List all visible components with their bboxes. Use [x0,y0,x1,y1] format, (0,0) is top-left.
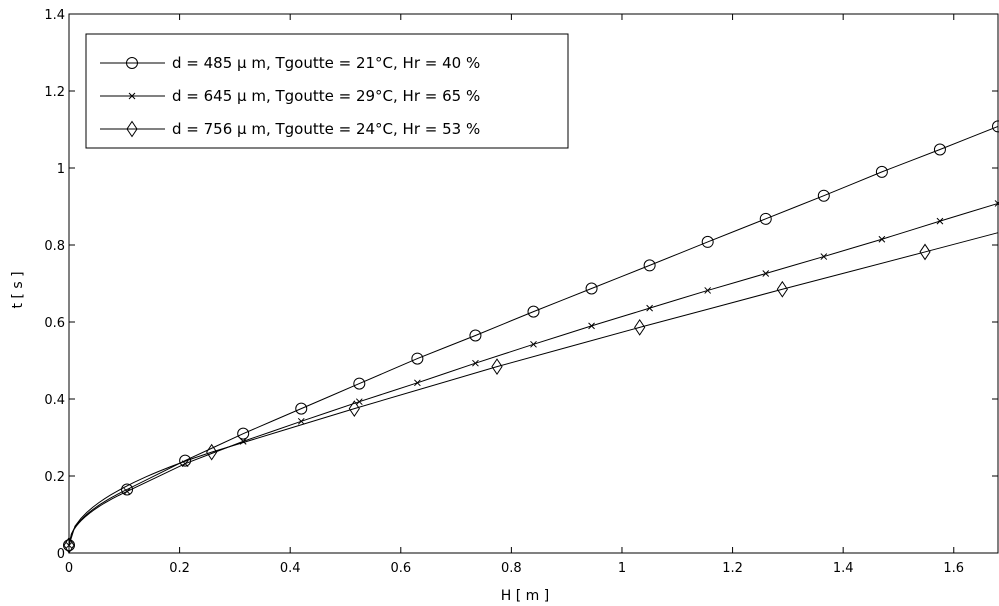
data-point-circle [643,259,656,272]
series-lines [68,125,999,546]
data-point-x [355,398,363,406]
data-point-x [65,541,73,549]
data-point-x [820,253,828,260]
data-point-circle [933,143,946,156]
legend-marker [128,92,136,100]
x-tick-label: 1.2 [722,561,743,576]
data-point-circle [992,120,999,133]
data-point-circle [875,165,888,178]
y-tick-label: 0.8 [44,239,65,254]
legend-label-2: d = 645 μ m, Tgoutte = 29°C, Hr = 65 % [172,87,480,105]
data-point-circle [469,329,482,342]
data-point-circle [411,352,424,365]
data-point-circle [701,235,714,248]
data-point-x [530,340,537,348]
data-point-diamond [63,536,75,554]
data-point-x [646,304,653,312]
legend-entry-3: d = 756 μ m, Tgoutte = 24°C, Hr = 53 % [100,120,480,138]
data-point-circle [527,305,540,318]
x-tick-label: 0.8 [501,561,522,576]
data-point-circle [179,454,192,467]
data-point-circle [817,189,830,202]
data-point-diamond [491,358,503,376]
series-line-2 [68,202,999,546]
data-point-x [472,359,479,367]
data-point-diamond [776,280,788,298]
y-tick-labels: 0 0.2 0.4 0.6 0.8 1 1.2 1.4 [44,8,65,562]
data-point-circle [353,377,366,390]
series-markers [63,120,999,554]
data-point-diamond [634,318,646,336]
axis-ticks [68,13,998,554]
x-tick-label: 1.6 [943,561,964,576]
plot-frame [68,13,999,554]
y-tick-label: 1.4 [44,8,65,23]
data-point-x [414,379,421,387]
data-point-circle [585,282,598,295]
y-tick-label: 0.6 [44,316,65,331]
legend-label-1: d = 485 μ m, Tgoutte = 21°C, Hr = 40 % [172,54,480,72]
data-point-x [994,200,999,207]
y-tick-label: 1.2 [44,85,65,100]
legend-marker [126,120,138,138]
x-tick-label: 1.4 [833,561,854,576]
data-point-x [297,417,305,425]
series-line-3 [68,232,999,546]
y-tick-label: 0.4 [44,393,65,408]
data-point-diamond [348,400,360,418]
x-tick-label: 0.2 [169,561,190,576]
x-tick-label: 0.6 [390,561,411,576]
legend-entry-1: d = 485 μ m, Tgoutte = 21°C, Hr = 40 % [100,54,480,72]
data-point-x [588,322,595,330]
data-point-diamond [919,243,931,261]
y-tick-label: 0.2 [44,470,65,485]
x-tick-labels: 0 0.2 0.4 0.6 0.8 1 1.2 1.4 1.6 [65,561,964,576]
data-point-x [878,235,886,243]
plot-area [68,13,999,554]
data-point-x [181,460,189,468]
y-tick-label: 1 [57,162,65,177]
data-point-x [123,488,131,495]
series-markers-3 [63,243,931,554]
series-line-1 [68,125,999,546]
legend-marker [126,57,138,69]
x-tick-label: 0 [65,561,73,576]
data-point-x [704,287,712,294]
legend-diamond-marker-icon [126,120,138,138]
x-tick-label: 0.4 [280,561,301,576]
data-point-diamond [206,443,218,461]
series-markers-2 [65,200,999,549]
data-point-x [936,217,944,225]
y-axis-label: t [ s ] [10,271,26,308]
y-tick-label: 0 [57,547,65,562]
data-point-x [762,270,770,277]
legend-entry-2: d = 645 μ m, Tgoutte = 29°C, Hr = 65 % [100,87,480,105]
data-point-circle [759,212,772,225]
legend-circle-marker-icon [126,57,138,69]
legend-x-marker-icon [128,92,136,100]
data-point-x [239,437,247,445]
legend-label-3: d = 756 μ m, Tgoutte = 24°C, Hr = 53 % [172,120,480,138]
legend: d = 485 μ m, Tgoutte = 21°C, Hr = 40 % d… [85,33,569,149]
x-axis-label: H [ m ] [501,588,549,604]
data-point-circle [237,427,250,440]
data-point-circle [121,483,134,496]
x-tick-label: 1 [618,561,626,576]
legend-box [85,33,569,149]
data-point-circle [295,402,308,415]
